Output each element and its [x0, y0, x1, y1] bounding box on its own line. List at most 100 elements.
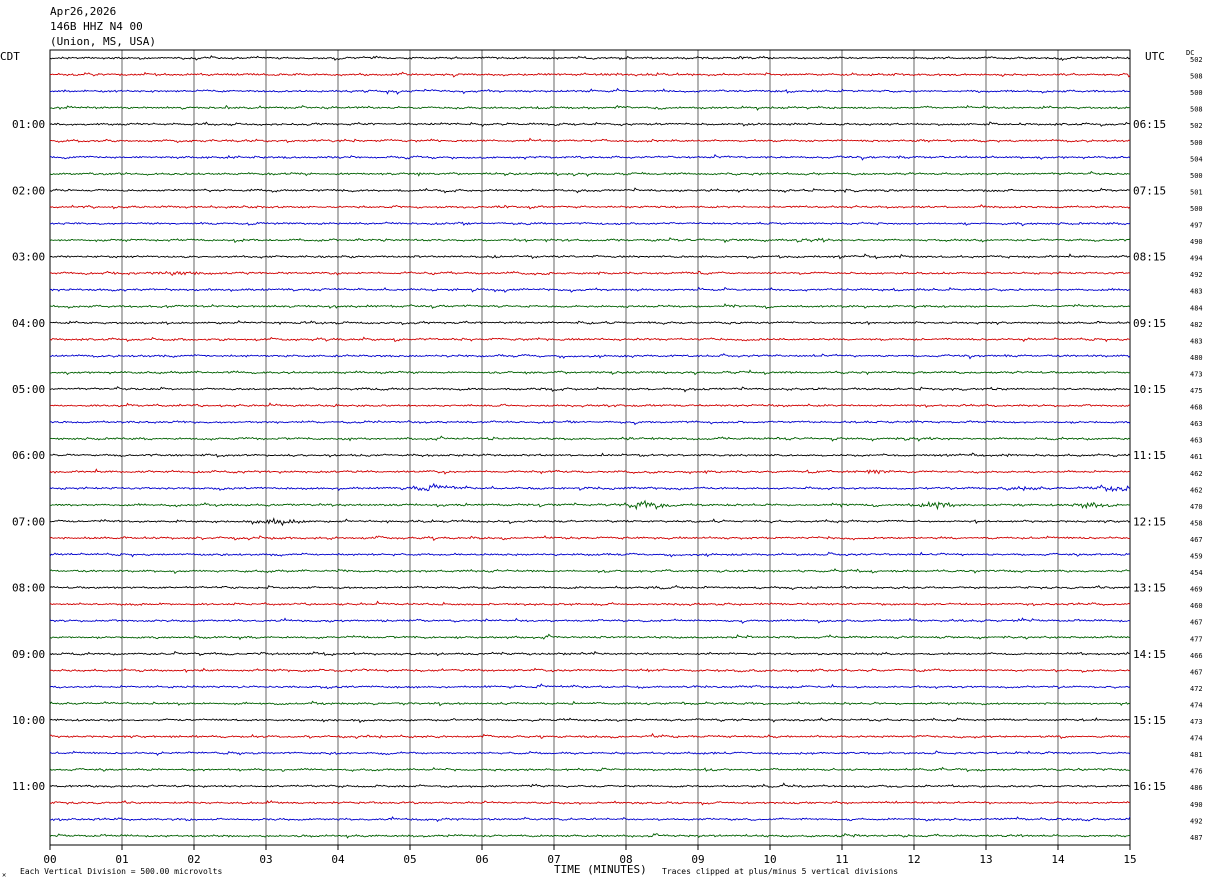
seismic-trace [49, 617, 1131, 624]
seismic-trace [49, 237, 1131, 244]
right-hour-label: 07:15 [1133, 184, 1166, 197]
dc-offset-label: 462 [1190, 470, 1203, 478]
x-tick-label: 00 [43, 853, 56, 866]
dc-offset-label: 463 [1190, 420, 1203, 428]
dc-offset-label: 461 [1190, 453, 1203, 461]
seismic-trace [49, 187, 1131, 194]
seismic-trace [49, 386, 1131, 393]
x-tick-label: 08 [619, 853, 632, 866]
seismic-trace [49, 732, 1131, 740]
dc-offset-label: 494 [1190, 255, 1203, 263]
dc-offset-label: 497 [1190, 222, 1203, 230]
footer-mark: ✕ [2, 871, 7, 879]
left-hour-label: 05:00 [12, 383, 45, 396]
x-tick-label: 13 [979, 853, 992, 866]
dc-offset-label: 462 [1190, 486, 1203, 494]
seismic-trace [49, 717, 1131, 724]
right-hour-label: 08:15 [1133, 251, 1166, 264]
dc-offset-label: 459 [1190, 553, 1203, 561]
seismic-trace [49, 87, 1131, 95]
scale-note: Each Vertical Division = 500.00 microvol… [20, 867, 223, 876]
seismic-trace [49, 369, 1131, 376]
seismic-trace [49, 816, 1131, 823]
station-location: (Union, MS, USA) [50, 35, 156, 48]
seismic-trace [49, 55, 1131, 62]
x-tick-label: 09 [691, 853, 704, 866]
seismic-trace [49, 683, 1131, 690]
seismic-trace [49, 584, 1131, 591]
right-hour-label: 14:15 [1133, 648, 1166, 661]
seismic-trace [49, 419, 1131, 426]
clip-note: Traces clipped at plus/minus 5 vertical … [662, 867, 899, 876]
dc-offset-label: 480 [1190, 354, 1203, 362]
x-tick-label: 02 [187, 853, 200, 866]
x-tick-label: 07 [547, 853, 560, 866]
dc-offset-label: 475 [1190, 387, 1203, 395]
x-tick-label: 10 [763, 853, 776, 866]
dc-offset-label: 490 [1190, 801, 1203, 809]
seismic-trace [49, 482, 1131, 493]
seismic-trace [49, 452, 1131, 458]
seismic-trace [49, 832, 1131, 839]
right-hour-label: 11:15 [1133, 449, 1166, 462]
seismic-trace [49, 435, 1131, 442]
plot-frame [49, 49, 1131, 846]
dc-offset-label: 467 [1190, 619, 1203, 627]
x-tick-label: 11 [835, 853, 848, 866]
dc-offset-label: 463 [1190, 437, 1203, 445]
x-tick-label: 06 [475, 853, 488, 866]
left-hour-label: 10:00 [12, 714, 45, 727]
seismic-trace [49, 353, 1131, 360]
seismic-trace [49, 319, 1131, 326]
seismic-trace [49, 766, 1131, 773]
seismic-trace [49, 204, 1131, 210]
dc-offset-label: 501 [1190, 188, 1203, 196]
dc-offset-label: 504 [1190, 155, 1203, 163]
seismic-trace [49, 170, 1131, 177]
seismic-trace [49, 137, 1131, 144]
seismic-trace [49, 303, 1131, 310]
dc-offset-label: 483 [1190, 288, 1203, 296]
right-hour-label: 09:15 [1133, 317, 1166, 330]
station-code: 146B HHZ N4 00 [50, 20, 143, 33]
dc-offset-label: 473 [1190, 718, 1203, 726]
dc-offset-label: 473 [1190, 370, 1203, 378]
seismic-trace [49, 286, 1131, 293]
seismic-trace [49, 782, 1131, 789]
dc-offset-label: 468 [1190, 404, 1203, 412]
x-tick-label: 05 [403, 853, 416, 866]
dc-offset-label: 469 [1190, 586, 1203, 594]
right-timezone-label: UTC [1145, 50, 1165, 63]
dc-offset-label: 467 [1190, 536, 1203, 544]
dc-offset-label: 486 [1190, 784, 1203, 792]
dc-offset-label: 500 [1190, 172, 1203, 180]
record-date: Apr26,2026 [50, 5, 117, 18]
seismic-trace [49, 650, 1131, 657]
left-hour-label: 06:00 [12, 449, 45, 462]
dc-offset-label: 466 [1190, 652, 1203, 660]
left-hour-label: 03:00 [12, 251, 45, 264]
dc-offset-label: 476 [1190, 768, 1203, 776]
x-tick-label: 15 [1123, 853, 1136, 866]
seismic-trace [49, 154, 1131, 161]
right-hour-label: 12:15 [1133, 515, 1166, 528]
dc-offset-label: 492 [1190, 817, 1203, 825]
left-hour-label: 01:00 [12, 118, 45, 131]
seismic-trace [49, 121, 1131, 127]
seismic-trace [49, 600, 1131, 607]
seismic-trace [49, 104, 1131, 111]
seismic-trace [49, 535, 1131, 542]
right-hour-label: 10:15 [1133, 383, 1166, 396]
x-tick-label: 01 [115, 853, 128, 866]
dc-offset-label: 482 [1190, 321, 1203, 329]
x-tick-label: 03 [259, 853, 272, 866]
dc-offset-label: 508 [1190, 106, 1203, 114]
station-header: Apr26,2026 146B HHZ N4 00 (Union, MS, US… [50, 4, 156, 49]
dc-offset-label: 502 [1190, 56, 1203, 64]
seismic-trace [49, 336, 1131, 343]
left-hour-label: 04:00 [12, 317, 45, 330]
left-hour-label: 07:00 [12, 515, 45, 528]
dc-offset-label: 502 [1190, 122, 1203, 130]
left-hour-label: 08:00 [12, 582, 45, 595]
